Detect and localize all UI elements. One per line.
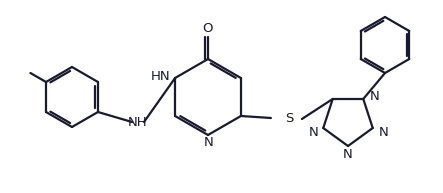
Text: HN: HN <box>151 70 170 84</box>
Text: N: N <box>204 135 214 148</box>
Text: N: N <box>308 125 318 139</box>
Text: NH: NH <box>128 117 148 130</box>
Text: N: N <box>379 125 389 139</box>
Text: N: N <box>369 91 379 103</box>
Text: O: O <box>203 23 213 36</box>
Text: S: S <box>285 113 293 125</box>
Text: N: N <box>343 148 353 162</box>
